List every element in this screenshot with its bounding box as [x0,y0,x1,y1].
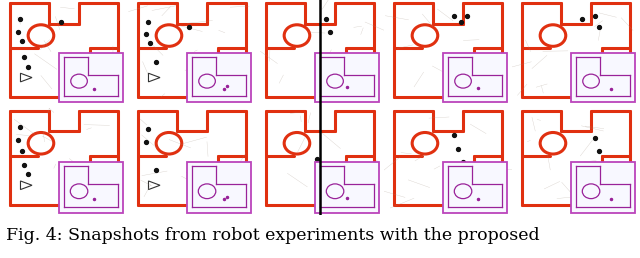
Text: Fig. 4: Snapshots from robot experiments with the proposed: Fig. 4: Snapshots from robot experiments… [6,227,540,244]
Bar [315,53,379,102]
Bar [187,53,251,102]
Bar [315,162,379,213]
Bar [59,53,123,102]
Bar [443,53,507,102]
Bar [443,162,507,213]
Bar [571,162,635,213]
Bar [59,162,123,213]
Bar [187,162,251,213]
Bar [571,53,635,102]
